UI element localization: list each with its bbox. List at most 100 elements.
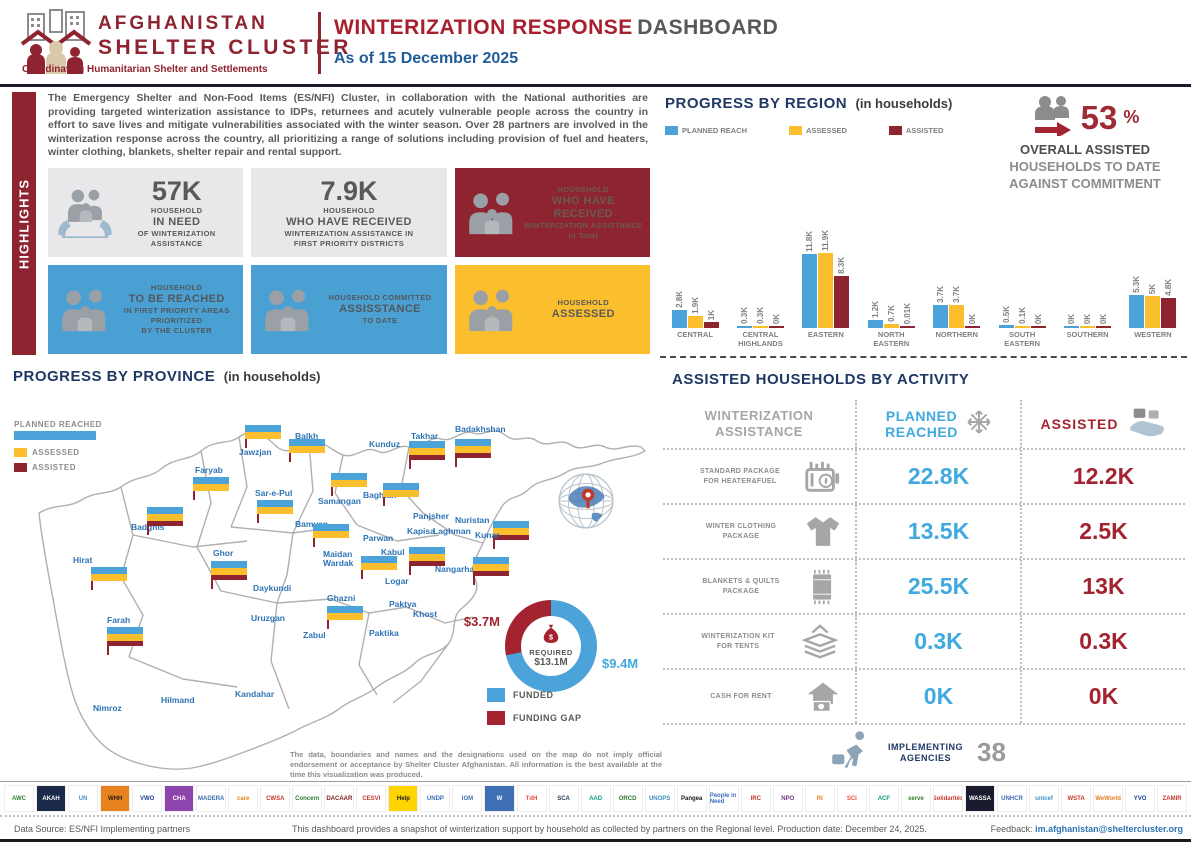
legend-assessed-swatch bbox=[14, 448, 27, 457]
bar-value-label: 0K bbox=[1083, 313, 1093, 324]
region-bar-column: 1.2K bbox=[867, 301, 883, 328]
region-bar bbox=[1129, 295, 1145, 328]
partner-logo: IRC bbox=[740, 785, 771, 812]
partner-logo: UNDP bbox=[420, 785, 451, 812]
legend-swatch bbox=[789, 126, 803, 135]
province-label: Logar bbox=[385, 576, 409, 586]
partner-logo: CESVI bbox=[356, 785, 387, 812]
bar-value-label: 0K bbox=[1099, 313, 1109, 324]
funding-gap-value: $3.7M bbox=[463, 614, 500, 629]
bar-value-label: 3.7K bbox=[936, 286, 946, 303]
legend-assisted-swatch bbox=[14, 463, 27, 472]
partner-logo: Concern bbox=[292, 785, 323, 812]
flag-pole bbox=[245, 439, 247, 448]
region-bar bbox=[899, 326, 915, 328]
region-bars: 2.8K 1.9K 1K bbox=[663, 291, 727, 328]
partner-logo: NPO bbox=[772, 785, 803, 812]
partner-logo: AWC bbox=[4, 785, 35, 812]
planned-reached-value: 25.5K bbox=[907, 573, 970, 599]
flag-segment bbox=[409, 554, 445, 561]
flag-segment bbox=[245, 432, 281, 439]
province-label: Nangarhar bbox=[435, 564, 478, 574]
flag-pole bbox=[493, 540, 495, 549]
region-bar-column: 3.7K bbox=[933, 286, 949, 328]
flag-segment bbox=[327, 613, 363, 620]
province-label: Laghman bbox=[433, 526, 471, 536]
flag-segment bbox=[455, 453, 491, 458]
highlight-box-line: WHO HAVE RECEIVED bbox=[551, 194, 615, 220]
bar-value-label: 2.8K bbox=[674, 291, 684, 308]
overall-lines: OVERALL ASSISTED HOUSEHOLDS TO DATE AGAINS… bbox=[985, 141, 1185, 192]
flag-segment bbox=[409, 561, 445, 566]
province-label: Daykundi bbox=[253, 583, 292, 593]
region-bar-column: 5K bbox=[1145, 284, 1161, 328]
funded-value: $9.4M bbox=[602, 656, 639, 671]
flag-segment bbox=[409, 441, 445, 448]
highlight-boxes: 57K HOUSEHOLD IN NEED OF WINTERIZATION ASSI… bbox=[48, 168, 650, 354]
bar-value-label: 0K bbox=[1067, 313, 1077, 324]
flag-pole bbox=[361, 570, 363, 579]
activity-label-cell: STANDARD PACKAGE FOR HEATER&FUEL bbox=[663, 450, 855, 503]
partner-logo: RI bbox=[804, 785, 835, 812]
partner-logo: VWO bbox=[132, 785, 163, 812]
region-bar bbox=[1096, 326, 1112, 328]
assisted-value: 13K bbox=[1082, 573, 1125, 599]
feedback-prefix: Feedback: bbox=[990, 824, 1033, 834]
region-bar-chart: 2.8K 1.9K 1K CENTRAL 0.3K 0.3K 0K CENTRAL HIGHL… bbox=[663, 203, 1185, 351]
funding-legend-item: FUNDED bbox=[487, 688, 582, 702]
flag-segment bbox=[473, 571, 509, 576]
org-name-line1: AFGHANISTAN bbox=[98, 13, 268, 34]
highlight-box-6: HOUSEHOLD ASSESSED bbox=[454, 265, 650, 354]
data-source-text: Data Source: ES/NFI Implementing partner… bbox=[14, 824, 191, 834]
overall-pct-unit: % bbox=[1123, 107, 1140, 127]
bar-value-label: 11.8K bbox=[805, 231, 815, 252]
legend-planned-reached-label: PLANNED REACHED bbox=[14, 420, 102, 429]
legend-item: PLANNED REACH bbox=[665, 126, 747, 135]
partner-logo: TdH bbox=[516, 785, 547, 812]
bar-value-label: 8.3K bbox=[837, 257, 847, 274]
province-label: Hilmand bbox=[161, 695, 195, 705]
region-bar-column: 0K bbox=[1064, 313, 1080, 328]
assisted-cell: 0K bbox=[1020, 670, 1185, 723]
region-bars: 0.3K 0.3K 0K bbox=[728, 307, 792, 328]
region-bar-column: 0.1K bbox=[1014, 307, 1030, 328]
flag-segment bbox=[289, 446, 325, 453]
province-label: Faryab bbox=[195, 465, 223, 475]
flag-segment bbox=[245, 425, 281, 432]
feedback-email-link[interactable]: im.afghanistan@sheltercluster.org bbox=[1035, 824, 1183, 834]
flag-pole bbox=[383, 497, 385, 506]
highlight-box-line: HOUSEHOLD bbox=[323, 206, 375, 215]
flag-pole bbox=[409, 566, 411, 575]
bar-value-label: 5.3K bbox=[1132, 276, 1142, 293]
partner-logo: ZAMIR bbox=[1157, 785, 1188, 812]
planned-reached-cell: 13.5K bbox=[855, 505, 1020, 558]
province-label: Paktya bbox=[389, 599, 417, 609]
partner-logo: serve bbox=[900, 785, 931, 812]
province-label: Kabul bbox=[381, 547, 405, 557]
funding-legend-swatch bbox=[487, 711, 505, 725]
planned-reached-value: 13.5K bbox=[907, 518, 970, 544]
col-planned-reached: PLANNED REACHED bbox=[885, 408, 958, 440]
province-label: Sar-e-Pul bbox=[255, 488, 293, 498]
footer-note-text: This dashboard provides a snapshot of wi… bbox=[292, 824, 927, 834]
province-label: Paktika bbox=[369, 628, 399, 638]
highlight-box-4: HOUSEHOLD TO BE REACHED IN FIRST PRIORITY … bbox=[48, 265, 244, 354]
flag-pole bbox=[211, 580, 213, 589]
partner-logo: WHH bbox=[100, 785, 131, 812]
region-bar-column: 5.3K bbox=[1129, 276, 1145, 328]
region-bar-column: 3.7K bbox=[949, 286, 965, 328]
flag-segment bbox=[313, 524, 349, 531]
overall-line: AGAINST COMMITMENT bbox=[1009, 176, 1161, 191]
highlight-box-line: IN FIRST PRIORITY AREAS PRIORITIZED bbox=[123, 306, 230, 325]
region-bar bbox=[883, 324, 899, 328]
province-progress-flag bbox=[211, 561, 247, 589]
province-progress-flag bbox=[289, 439, 325, 462]
highlight-box-line: WINTERIZATION ASSISTANCE IN bbox=[284, 229, 414, 238]
region-group: 5.3K 5K 4.8K WESTERN bbox=[1121, 203, 1185, 351]
family-icon bbox=[257, 288, 319, 332]
activity-label: CASH FOR RENT bbox=[710, 692, 772, 700]
province-label: Kunar bbox=[475, 530, 500, 540]
highlight-box-value: 7.9K bbox=[320, 176, 378, 206]
funding-legend-item: FUNDING GAP bbox=[487, 711, 582, 725]
highlight-box-value: 57K bbox=[151, 176, 202, 206]
